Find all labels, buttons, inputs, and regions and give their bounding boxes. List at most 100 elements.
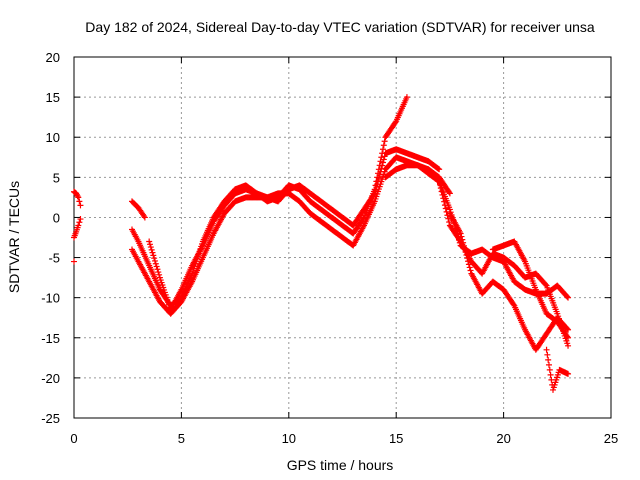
data-point	[466, 264, 473, 271]
data-point	[403, 94, 410, 101]
data-point	[151, 257, 158, 264]
data-point	[542, 281, 549, 288]
data-point	[76, 219, 83, 226]
data-point	[147, 241, 154, 248]
series-sat-i	[543, 346, 572, 393]
data-point	[435, 177, 442, 184]
data-point	[376, 171, 383, 178]
data-point	[446, 189, 453, 196]
x-tick-label: 25	[604, 431, 618, 446]
data-point	[445, 215, 452, 222]
data-point	[140, 213, 147, 220]
data-point	[546, 366, 553, 373]
series-sat-g	[446, 210, 572, 353]
data-point	[510, 301, 517, 308]
y-tick-label: 20	[46, 50, 60, 65]
data-point	[441, 198, 448, 205]
data-point	[153, 263, 160, 270]
data-point	[459, 236, 466, 243]
data-point	[544, 351, 551, 358]
y-tick-label: -25	[41, 411, 60, 426]
x-tick-label: 20	[496, 431, 510, 446]
data-point	[545, 361, 552, 368]
data-point	[77, 202, 84, 209]
series-sat-early-b	[71, 216, 84, 241]
y-tick-label: 15	[46, 90, 60, 105]
x-tick-label: 0	[70, 431, 77, 446]
data-point	[460, 242, 467, 249]
chart-title: Day 182 of 2024, Sidereal Day-to-day VTE…	[85, 19, 595, 35]
data-point	[436, 178, 443, 185]
data-point	[465, 261, 472, 268]
data-point	[155, 269, 162, 276]
data-point	[380, 156, 387, 163]
data-point	[148, 246, 155, 253]
data-point	[375, 178, 382, 185]
data-point	[152, 260, 159, 267]
data-point	[446, 219, 453, 226]
data-point	[564, 293, 571, 300]
y-axis-ticks: -25 -20 -15 -10 -5 0 5 10 15 20	[41, 50, 611, 426]
data-point	[438, 188, 445, 195]
data-point	[146, 238, 153, 245]
series-sat-a	[128, 198, 148, 221]
x-axis-ticks: 0 5 10 15 20 25	[70, 57, 618, 446]
data-point	[443, 208, 450, 215]
data-point	[436, 181, 443, 188]
data-point	[141, 214, 148, 221]
data-point	[442, 205, 449, 212]
data-point	[149, 249, 156, 256]
data-point	[372, 187, 379, 194]
data-point	[381, 138, 388, 145]
data-point	[436, 166, 443, 173]
data-point	[154, 266, 161, 273]
data-point	[462, 249, 469, 256]
x-tick-label: 15	[389, 431, 403, 446]
data-point	[565, 342, 572, 349]
data-point	[74, 193, 81, 200]
data-point	[460, 239, 467, 246]
data-point	[76, 198, 83, 205]
data-point	[435, 165, 442, 172]
data-point	[380, 142, 387, 149]
series-sat-h	[489, 238, 572, 341]
data-point	[377, 168, 384, 175]
data-point	[392, 119, 399, 126]
data-point	[371, 190, 378, 197]
data-point	[457, 230, 464, 237]
data-point	[375, 174, 382, 181]
data-point	[441, 202, 448, 209]
series-sat-d	[146, 146, 443, 313]
data-point	[565, 326, 572, 333]
data-point	[378, 165, 385, 172]
data-point	[360, 215, 367, 222]
y-tick-label: 10	[46, 130, 60, 145]
y-tick-label: 0	[53, 210, 60, 225]
data-point	[547, 371, 554, 378]
y-tick-label: 5	[53, 170, 60, 185]
data-point	[565, 334, 572, 341]
data-point	[463, 252, 470, 259]
data-point	[465, 258, 472, 265]
y-tick-label: -10	[41, 291, 60, 306]
series-sat-early-c	[71, 258, 77, 265]
data-point	[71, 258, 77, 265]
data-point	[379, 162, 386, 169]
data-point	[437, 185, 444, 192]
data-point	[75, 194, 82, 201]
x-axis-label: GPS time / hours	[287, 457, 394, 473]
data-point	[439, 191, 446, 198]
y-tick-label: -5	[48, 251, 60, 266]
data-point	[458, 233, 465, 240]
data-point	[156, 271, 163, 278]
data-point	[440, 195, 447, 202]
data-point	[464, 255, 471, 262]
data-point	[565, 294, 572, 301]
data-point	[150, 252, 157, 259]
series-sat-early-a	[71, 188, 84, 209]
x-tick-label: 5	[178, 431, 185, 446]
data-point	[147, 244, 154, 251]
data-point	[461, 245, 468, 252]
data-points	[71, 94, 572, 393]
